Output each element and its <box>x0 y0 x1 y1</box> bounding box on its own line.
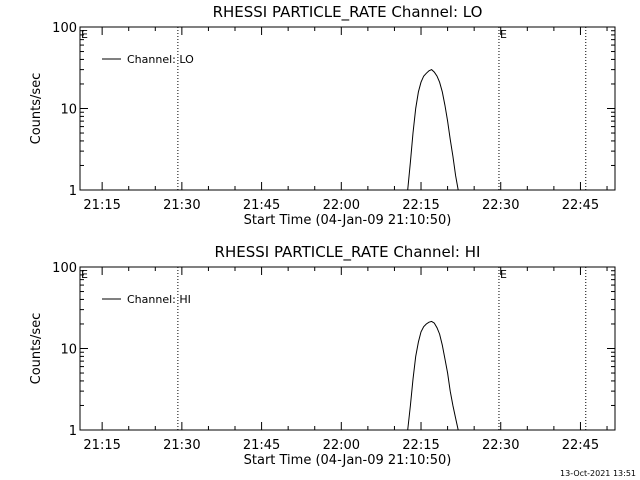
x-tick-label: 22:15 <box>402 438 439 453</box>
y-tick-label: 100 <box>52 21 77 36</box>
legend-label: Channel: LO <box>127 53 194 66</box>
chart-title: RHESSI PARTICLE_RATE Channel: HI <box>215 243 481 262</box>
y-tick-label: 10 <box>60 103 77 118</box>
x-tick-label: 21:15 <box>83 198 120 213</box>
footer-timestamp: 13-Oct-2021 13:51 <box>560 469 636 478</box>
event-marker-label: E <box>500 268 507 281</box>
x-tick-label: 22:30 <box>482 438 519 453</box>
event-marker-label: E <box>500 28 507 41</box>
y-tick-label: 1 <box>69 184 77 199</box>
plot-frame <box>79 266 616 431</box>
y-tick-label: 10 <box>60 343 77 358</box>
x-tick-label: 22:45 <box>562 198 599 213</box>
series-line <box>407 320 459 431</box>
y-axis-label: Counts/sec <box>29 313 44 385</box>
x-tick-label: 21:30 <box>163 438 200 453</box>
x-tick-label: 22:45 <box>562 438 599 453</box>
x-tick-label: 22:15 <box>402 198 439 213</box>
plot-frame <box>79 26 616 191</box>
chart-title: RHESSI PARTICLE_RATE Channel: LO <box>213 3 483 22</box>
x-tick-label: 22:00 <box>323 198 360 213</box>
x-axis-label: Start Time (04-Jan-09 21:10:50) <box>244 213 452 228</box>
corner-label: E <box>81 28 88 41</box>
y-tick-label: 1 <box>69 424 77 439</box>
x-tick-label: 21:45 <box>243 198 280 213</box>
x-tick-label: 21:30 <box>163 198 200 213</box>
x-tick-label: 22:00 <box>323 438 360 453</box>
x-tick-label: 21:15 <box>83 438 120 453</box>
x-tick-label: 22:30 <box>482 198 519 213</box>
legend-label: Channel: HI <box>127 293 191 306</box>
y-tick-label: 100 <box>52 261 77 276</box>
corner-label: E <box>81 268 88 281</box>
series-line <box>407 69 459 191</box>
x-axis-label: Start Time (04-Jan-09 21:10:50) <box>244 453 452 468</box>
x-tick-label: 21:45 <box>243 438 280 453</box>
y-axis-label: Counts/sec <box>29 73 44 145</box>
